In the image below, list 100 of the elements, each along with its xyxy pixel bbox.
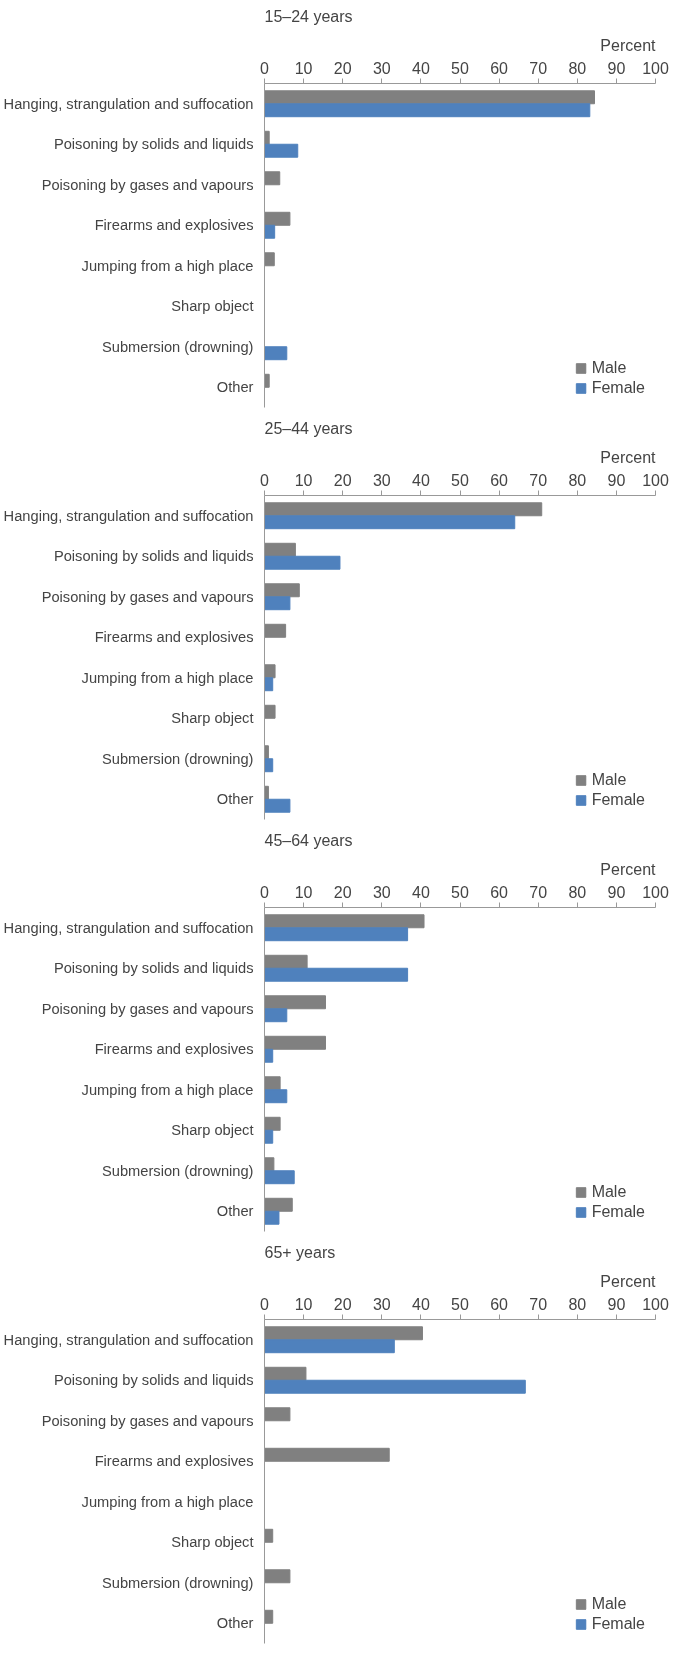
bar [264, 758, 274, 773]
x-tick-label: 20 [333, 59, 352, 77]
y-tick-label: Jumping from a high place [81, 1081, 254, 1098]
bar [264, 1210, 280, 1225]
x-tick-label: 0 [260, 1295, 270, 1313]
legend-label: Female [591, 379, 645, 397]
bar [264, 130, 270, 145]
bar [264, 1326, 423, 1341]
y-tick-label: Poisoning by solids and liquids [53, 960, 254, 977]
y-tick-label: Firearms and explosives [94, 629, 254, 646]
y-tick-label: Sharp object [171, 1534, 254, 1551]
x-tick-label: 90 [607, 59, 626, 77]
y-tick-label: Jumping from a high place [81, 257, 254, 274]
x-tick-label: 90 [607, 1295, 626, 1313]
x-tick-label: 100 [642, 471, 669, 489]
x-tick-label: 80 [568, 1295, 587, 1313]
bar [264, 623, 287, 638]
bar [264, 1157, 275, 1172]
y-tick-label: Other [216, 379, 254, 396]
x-tick-label: 80 [568, 883, 587, 901]
x-tick-label: 40 [412, 471, 430, 489]
bar [264, 1339, 395, 1354]
bar [264, 954, 308, 969]
x-tick-label: 80 [568, 471, 587, 489]
y-tick-label: Hanging, strangulation and suffocation [3, 919, 254, 936]
y-tick-label: Hanging, strangulation and suffocation [3, 95, 254, 112]
x-tick-label: 60 [490, 1295, 509, 1313]
x-tick-label: 10 [294, 471, 313, 489]
bar [264, 704, 276, 719]
x-tick-label: 30 [372, 471, 391, 489]
bar [264, 542, 296, 557]
bar [264, 502, 543, 517]
bar [264, 967, 409, 982]
bar [264, 171, 281, 186]
x-tick-label: 0 [260, 471, 270, 489]
y-tick-label: Submersion (drowning) [101, 338, 254, 355]
chart-title: 45–64 years [264, 831, 353, 849]
y-tick-label: Poisoning by gases and vapours [41, 176, 254, 193]
x-tick-label: 30 [372, 883, 391, 901]
bar [264, 1048, 274, 1063]
x-tick-label: 40 [412, 59, 430, 77]
y-tick-label: Firearms and explosives [94, 1453, 254, 1470]
x-tick-label: 60 [490, 59, 509, 77]
legend-label: Male [591, 771, 627, 789]
bar [264, 1035, 326, 1050]
bar [264, 1089, 288, 1104]
y-tick-label: Jumping from a high place [81, 1493, 254, 1510]
bar [264, 103, 591, 118]
x-tick-label: 50 [451, 59, 469, 77]
x-tick-label: 90 [607, 471, 626, 489]
x-tick-label: 70 [529, 883, 548, 901]
bar [264, 1447, 390, 1462]
y-tick-label: Poisoning by gases and vapours [41, 1000, 254, 1017]
y-tick-label: Poisoning by solids and liquids [53, 1372, 254, 1389]
bar [264, 1129, 274, 1144]
x-tick-label: 100 [642, 1295, 669, 1313]
legend-label: Male [591, 1183, 627, 1201]
legend-label: Female [591, 1615, 645, 1633]
bar [264, 224, 276, 239]
y-tick-label: Sharp object [171, 710, 254, 727]
y-tick-label: Submersion (drowning) [101, 750, 254, 767]
y-tick-label: Submersion (drowning) [101, 1162, 254, 1179]
y-tick-label: Other [216, 1615, 254, 1632]
chart-title: 25–44 years [264, 419, 353, 437]
bar [264, 1528, 274, 1543]
bar [264, 90, 595, 105]
x-tick-label: 0 [260, 59, 270, 77]
x-tick-label: 30 [372, 59, 391, 77]
x-tick-label: 30 [372, 1295, 391, 1313]
bar [264, 1197, 293, 1212]
bar [264, 995, 326, 1010]
x-tick-label: 70 [529, 59, 548, 77]
bar [264, 927, 409, 942]
legend-label: Male [591, 1595, 627, 1613]
x-tick-label: 50 [451, 883, 469, 901]
bar [264, 596, 291, 611]
x-tick-label: 20 [333, 883, 352, 901]
x-tick-label: 60 [490, 883, 509, 901]
x-tick-label: 20 [333, 471, 352, 489]
x-axis-title: Percent [600, 860, 657, 878]
bar [264, 1569, 291, 1584]
x-tick-label: 10 [294, 59, 313, 77]
x-tick-label: 90 [607, 883, 626, 901]
bar [264, 677, 274, 692]
x-tick-label: 20 [333, 1295, 352, 1313]
bar [264, 555, 341, 570]
x-tick-label: 10 [294, 1295, 313, 1313]
y-tick-label: Other [216, 1203, 254, 1220]
bar [264, 373, 270, 388]
x-tick-label: 100 [642, 59, 669, 77]
bar [264, 1076, 281, 1091]
x-tick-label: 70 [529, 1295, 548, 1313]
bar [264, 1379, 526, 1394]
x-tick-label: 100 [642, 883, 669, 901]
x-tick-label: 60 [490, 471, 509, 489]
y-tick-label: Firearms and explosives [94, 217, 254, 234]
y-tick-label: Firearms and explosives [94, 1041, 254, 1058]
x-axis-title: Percent [600, 1272, 657, 1290]
y-tick-label: Poisoning by gases and vapours [41, 588, 254, 605]
bar [264, 1170, 295, 1185]
